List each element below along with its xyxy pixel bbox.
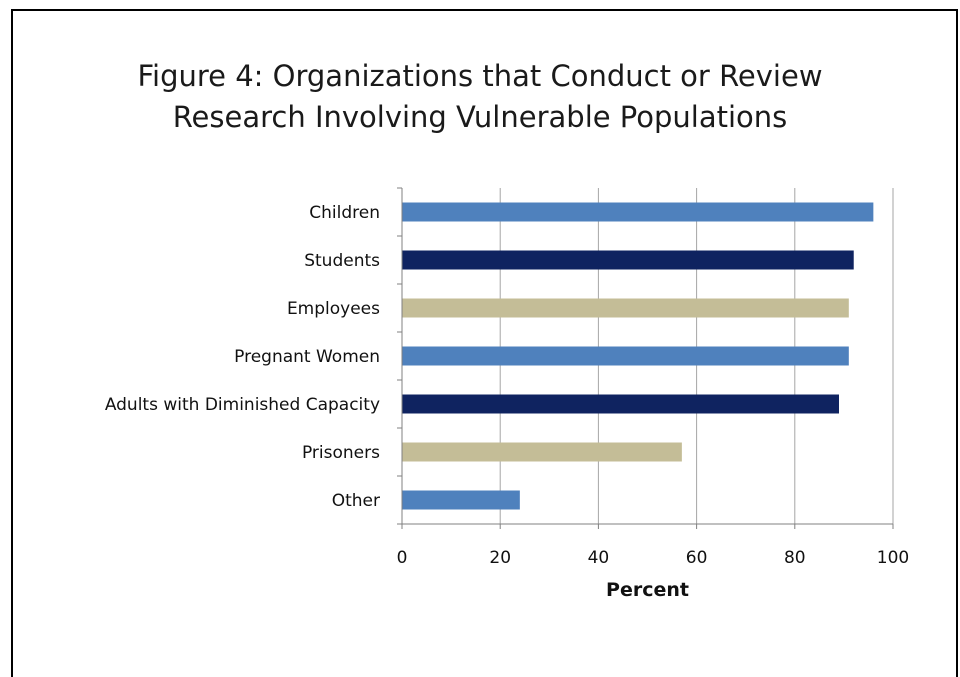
bar: [402, 346, 849, 366]
axes: [397, 187, 894, 529]
category-label: Children: [309, 203, 380, 223]
category-labels: Children Students Employees Pregnant Women A…: [105, 203, 380, 511]
x-tick-labels: 0 20 40 60 80 100: [397, 548, 910, 568]
x-tick-label: 100: [877, 548, 909, 568]
chart-title-line-2: Research Involving Vulnerable Population…: [172, 100, 788, 134]
category-label: Other: [332, 491, 380, 511]
bar: [402, 202, 874, 222]
category-label: Adults with Diminished Capacity: [105, 395, 380, 415]
x-tick-label: 20: [489, 548, 511, 568]
category-label: Employees: [287, 299, 380, 319]
chart-title-line-1: Figure 4: Organizations that Conduct or …: [137, 59, 823, 93]
bars: [402, 202, 874, 510]
bar: [402, 250, 854, 270]
chart-title: Figure 4: Organizations that Conduct or …: [0, 56, 960, 138]
bar: [402, 298, 849, 318]
bar: [402, 394, 839, 414]
x-axis-title: Percent: [606, 579, 689, 601]
category-label: Prisoners: [302, 443, 380, 463]
bar: [402, 442, 682, 462]
x-tick-label: 40: [588, 548, 610, 568]
category-label: Students: [304, 251, 380, 271]
figure-frame: [11, 9, 958, 677]
x-tick-label: 80: [784, 548, 806, 568]
x-tick-label: 0: [397, 548, 408, 568]
category-label: Pregnant Women: [234, 347, 380, 367]
bar: [402, 490, 520, 510]
x-tick-label: 60: [686, 548, 708, 568]
